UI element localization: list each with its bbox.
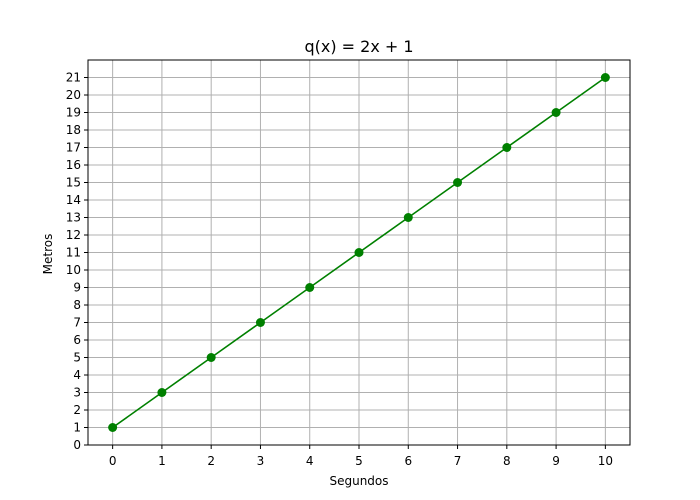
data-point — [403, 213, 413, 222]
y-tick-label: 3 — [73, 386, 81, 400]
y-tick-label: 13 — [66, 211, 81, 225]
y-tick-label: 16 — [66, 158, 81, 172]
x-tick-label: 3 — [257, 454, 265, 468]
y-tick-label: 20 — [66, 88, 81, 102]
x-tick-label: 7 — [454, 454, 462, 468]
y-tick-label: 17 — [66, 141, 81, 155]
y-tick-label: 8 — [73, 298, 81, 312]
data-point — [305, 283, 315, 292]
data-point — [255, 318, 265, 327]
data-point — [453, 178, 463, 187]
y-tick-label: 2 — [73, 403, 81, 417]
chart-title: q(x) = 2x + 1 — [304, 37, 413, 56]
y-tick-label: 9 — [73, 281, 81, 295]
x-tick-label: 4 — [306, 454, 314, 468]
y-tick-label: 18 — [66, 123, 81, 137]
plot-area: 0 1 2 3 4 5 6 7 8 9 10 012345678910111213141516171… — [66, 59, 631, 468]
y-tick-label: 7 — [73, 316, 81, 330]
y-tick-label: 0 — [73, 438, 81, 452]
y-tick-label: 15 — [66, 176, 81, 190]
data-point — [502, 143, 512, 152]
y-tick-label: 4 — [73, 368, 81, 382]
data-point — [108, 423, 118, 432]
x-tick-label: 1 — [158, 454, 166, 468]
x-tick-label: 10 — [598, 454, 613, 468]
x-tick-label: 2 — [207, 454, 215, 468]
y-tick-label: 19 — [66, 106, 81, 120]
y-tick-label: 6 — [73, 333, 81, 347]
x-tick-label: 8 — [503, 454, 511, 468]
x-tick-label: 9 — [552, 454, 560, 468]
y-tick-label: 10 — [66, 263, 81, 277]
data-point — [157, 388, 167, 397]
x-tick-label: 6 — [404, 454, 412, 468]
x-axis-label: Segundos — [329, 474, 388, 488]
y-tick-label: 1 — [73, 421, 81, 435]
y-axis-label: Metros — [41, 234, 55, 275]
series-layer — [108, 73, 610, 432]
data-point — [206, 353, 216, 362]
x-axis: 0 1 2 3 4 5 6 7 8 9 10 — [109, 445, 613, 468]
y-tick-label: 12 — [66, 228, 81, 242]
data-point — [551, 108, 561, 117]
x-tick-label: 5 — [355, 454, 363, 468]
y-tick-label: 5 — [73, 351, 81, 365]
y-tick-label: 21 — [66, 71, 81, 85]
data-point — [600, 73, 610, 82]
x-tick-label: 0 — [109, 454, 117, 468]
y-tick-label: 11 — [66, 246, 81, 260]
data-point — [354, 248, 364, 257]
y-tick-label: 14 — [66, 193, 81, 207]
